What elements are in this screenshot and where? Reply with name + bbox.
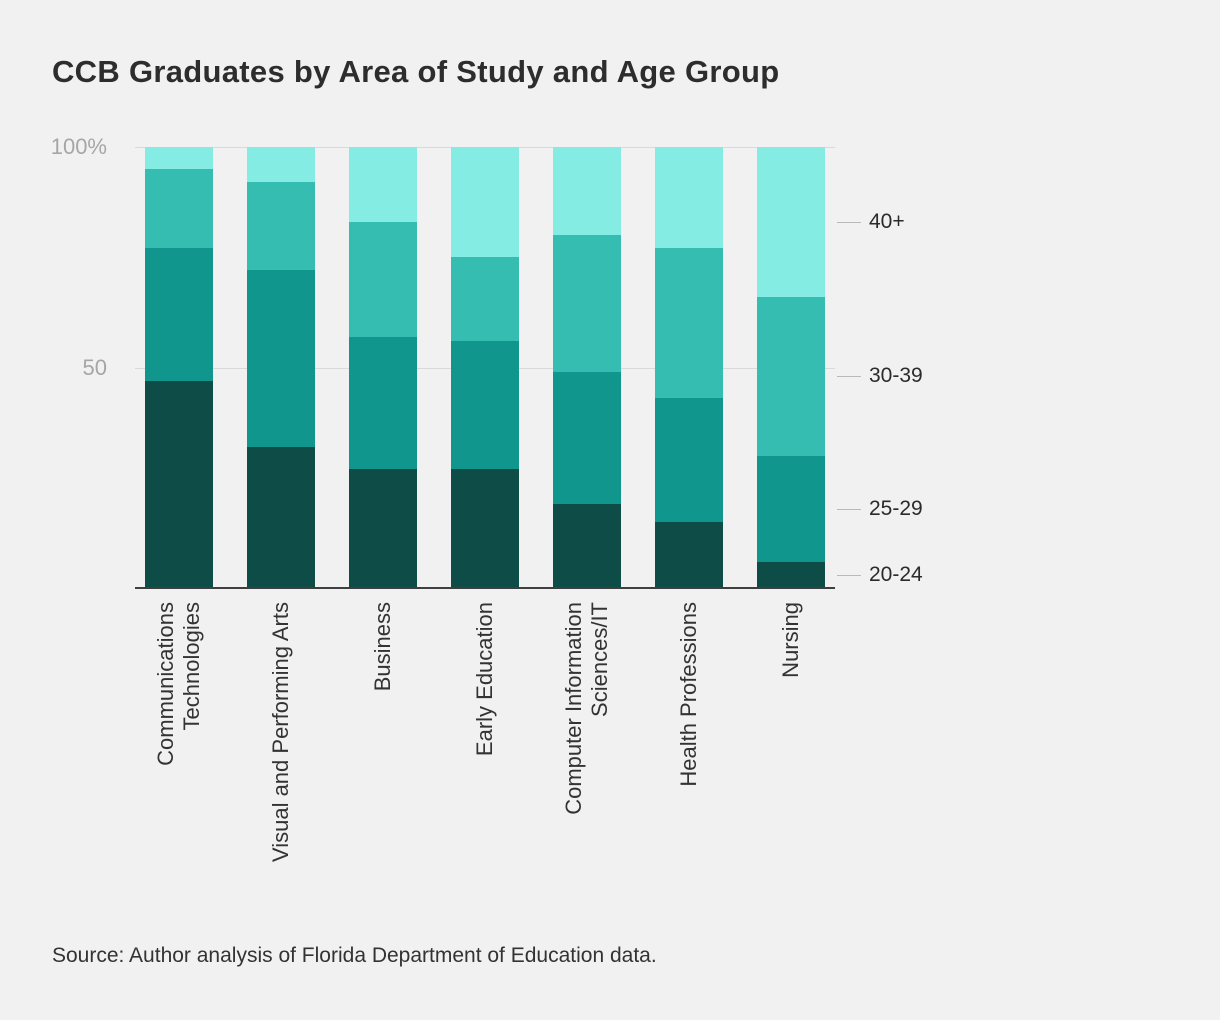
bars — [135, 147, 835, 588]
segment-25-29 — [145, 248, 213, 381]
y-tick-label-50: 50 — [82, 354, 107, 380]
segment-30-39 — [145, 169, 213, 249]
segment-40 — [757, 147, 825, 297]
segment-40 — [145, 147, 213, 170]
chart-title: CCB Graduates by Area of Study and Age G… — [52, 54, 780, 89]
category-label-health-professions: Health Professions — [676, 602, 701, 787]
bar-business — [349, 147, 417, 588]
segment-20-24 — [349, 468, 417, 588]
age-axis-tick-20-24 — [837, 574, 861, 576]
category-label-cell: Nursing — [757, 602, 825, 942]
age-axis-tick-30-39 — [837, 376, 861, 378]
age-group-label-40: 40+ — [869, 209, 905, 233]
category-label-cell: Health Professions — [655, 602, 723, 942]
segment-40 — [349, 147, 417, 222]
bar-health-professions — [655, 147, 723, 588]
segment-40 — [247, 147, 315, 183]
category-label-early-education: Early Education — [472, 602, 497, 757]
segment-30-39 — [247, 182, 315, 271]
segment-25-29 — [247, 270, 315, 447]
category-label-visual-and-performing-arts: Visual and Performing Arts — [268, 602, 293, 863]
plot-area — [135, 147, 835, 589]
segment-20-24 — [655, 521, 723, 588]
category-labels: Communications Technologies Visual and Pe… — [135, 602, 835, 942]
age-group-label-25-29: 25-29 — [869, 496, 923, 520]
bar-visual-and-performing-arts — [247, 147, 315, 588]
bar-nursing — [757, 147, 825, 588]
segment-30-39 — [349, 221, 417, 337]
y-tick-label-100: 100% — [50, 134, 107, 159]
segment-20-24 — [247, 446, 315, 588]
category-label-cell: Visual and Performing Arts — [247, 602, 315, 942]
bar-computer-information-sciences-it — [553, 147, 621, 588]
category-label-cell: Early Education — [451, 602, 519, 942]
age-group-label-20-24: 20-24 — [869, 562, 923, 586]
category-label-cell: Computer Information Sciences/IT — [553, 602, 621, 942]
segment-20-24 — [145, 380, 213, 588]
bar-early-education — [451, 147, 519, 588]
segment-20-24 — [451, 468, 519, 588]
age-group-axis: 20-24 25-29 30-39 40+ — [835, 147, 1075, 588]
bar-communications-technologies — [145, 147, 213, 588]
segment-20-24 — [553, 504, 621, 588]
category-label-row: Communications Technologies Visual and Pe… — [135, 602, 835, 942]
segment-40 — [655, 147, 723, 249]
age-axis-tick-25-29 — [837, 508, 861, 510]
segment-40 — [553, 147, 621, 236]
segment-25-29 — [655, 398, 723, 522]
y-axis-labels: 100% 50 — [22, 134, 107, 588]
category-label-business: Business — [370, 602, 395, 692]
category-label-communications-technologies: Communications Technologies — [153, 602, 204, 766]
category-label-computer-information-sciences-it: Computer Information Sciences/IT — [561, 602, 612, 815]
segment-25-29 — [757, 455, 825, 562]
segment-30-39 — [757, 296, 825, 456]
segment-20-24 — [757, 561, 825, 588]
age-group-label-30-39: 30-39 — [869, 364, 923, 388]
x-axis-line — [135, 587, 835, 589]
category-label-cell: Business — [349, 602, 417, 942]
segment-30-39 — [451, 257, 519, 342]
segment-30-39 — [655, 248, 723, 399]
segment-25-29 — [451, 341, 519, 469]
segment-25-29 — [349, 336, 417, 469]
source-note: Source: Author analysis of Florida Depar… — [52, 944, 657, 967]
age-axis-tick-40 — [837, 221, 861, 223]
category-label-cell: Communications Technologies — [145, 602, 213, 942]
segment-25-29 — [553, 371, 621, 505]
category-label-nursing: Nursing — [778, 602, 803, 678]
segment-40 — [451, 147, 519, 258]
segment-30-39 — [553, 235, 621, 372]
